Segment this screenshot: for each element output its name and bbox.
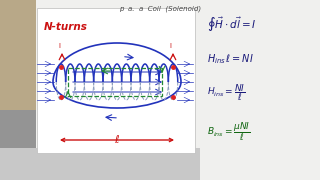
Text: I: I [169, 43, 171, 49]
Text: p  a.  a  Coil  (Solenoid): p a. a Coil (Solenoid) [119, 5, 201, 12]
Text: $H_{ins}=\dfrac{NI}{\ell}$: $H_{ins}=\dfrac{NI}{\ell}$ [207, 82, 245, 103]
Text: $\oint\vec{H}\cdot d\vec{l}=I$: $\oint\vec{H}\cdot d\vec{l}=I$ [207, 16, 257, 35]
Text: N-turns: N-turns [44, 22, 88, 32]
Bar [68, 68, 162, 96]
Text: I: I [58, 43, 60, 49]
Bar [0, 148, 200, 180]
Text: $\ell$: $\ell$ [114, 133, 120, 145]
Bar [37, 8, 195, 153]
Bar [0, 0, 36, 110]
Bar [0, 110, 36, 180]
Text: $B_{ins}=\dfrac{\mu NI}{\ell}$: $B_{ins}=\dfrac{\mu NI}{\ell}$ [207, 120, 251, 143]
Text: $H_{ins}\,\ell=NI$: $H_{ins}\,\ell=NI$ [207, 52, 254, 66]
